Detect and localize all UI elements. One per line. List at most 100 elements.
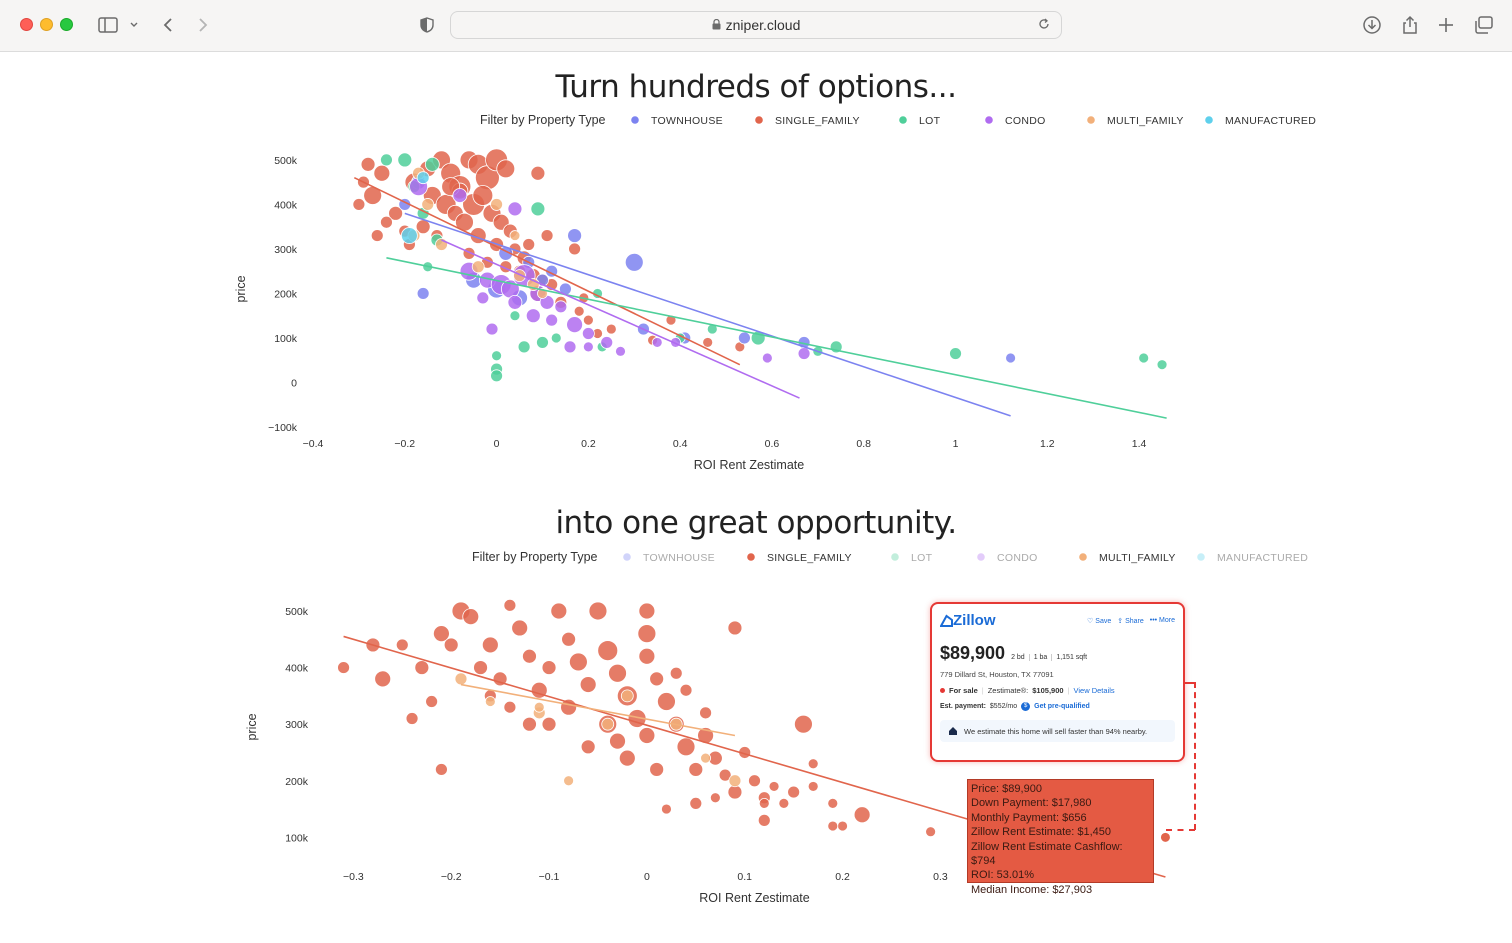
maximize-window-button[interactable] bbox=[60, 18, 73, 31]
more-button[interactable]: ••• More bbox=[1149, 616, 1175, 624]
url-text: zniper.cloud bbox=[725, 17, 801, 33]
data-point-single-family bbox=[605, 323, 617, 335]
legend-item-manufactured: MANUFACTURED bbox=[1217, 552, 1308, 564]
listing-status: For sale bbox=[949, 686, 978, 695]
data-point-condo bbox=[563, 340, 577, 354]
data-point-townhouse bbox=[738, 331, 751, 345]
minimize-window-button[interactable] bbox=[40, 18, 53, 31]
browser-toolbar: zniper.cloud bbox=[0, 0, 1512, 52]
data-point-condo bbox=[507, 294, 523, 310]
connector-line bbox=[1185, 682, 1195, 684]
share-icon[interactable] bbox=[1399, 13, 1421, 37]
close-window-button[interactable] bbox=[20, 18, 33, 31]
data-point-single-family bbox=[541, 716, 557, 732]
for-sale-dot-icon bbox=[940, 688, 945, 693]
legend-item-lot: LOT bbox=[911, 552, 933, 564]
tooltip-line: Price: $89,900 bbox=[971, 783, 1042, 795]
x-tick-label: −0.4 bbox=[303, 438, 324, 450]
data-point-condo bbox=[581, 327, 595, 340]
dollar-icon: $ bbox=[1021, 702, 1031, 711]
data-point-single-family bbox=[676, 737, 696, 757]
lock-icon bbox=[712, 17, 721, 33]
prequalified-link[interactable]: Get pre-qualified bbox=[1034, 703, 1090, 710]
data-point-single-family bbox=[579, 676, 597, 693]
data-point-single-family bbox=[807, 758, 819, 770]
data-point-single-family bbox=[370, 229, 384, 242]
payment-value: $552/mo bbox=[989, 703, 1018, 710]
sidebar-icon[interactable] bbox=[97, 13, 119, 37]
beds: 2 bd bbox=[1011, 654, 1030, 661]
back-icon[interactable] bbox=[160, 13, 176, 37]
data-point-multi-family bbox=[563, 775, 575, 787]
data-point-single-family bbox=[837, 820, 848, 832]
data-point-lot bbox=[397, 152, 413, 168]
x-tick-label: 0.6 bbox=[765, 438, 780, 450]
view-details-link[interactable]: View Details bbox=[1073, 686, 1115, 695]
data-point-single-family bbox=[496, 159, 516, 179]
data-point-multi-family bbox=[620, 689, 634, 703]
legend-marker bbox=[891, 553, 899, 561]
estimate-text: We estimate this home will sell faster t… bbox=[964, 726, 1148, 736]
highlight-point bbox=[1159, 831, 1171, 843]
home-icon bbox=[949, 727, 957, 735]
x-tick-label: −0.3 bbox=[343, 871, 364, 883]
chart-all-properties[interactable]: Filter by Property Type TOWNHOUSE SINGLE_F… bbox=[0, 105, 1512, 485]
data-point-single-family bbox=[568, 242, 581, 256]
y-tick-label: 300k bbox=[285, 719, 309, 731]
x-tick-label: 1.2 bbox=[1040, 438, 1055, 450]
zestimate-value: $105,900 bbox=[1032, 686, 1064, 695]
data-point-single-family bbox=[757, 813, 771, 827]
data-point-condo bbox=[797, 347, 811, 360]
legend-marker bbox=[747, 553, 755, 561]
data-point-single-family bbox=[727, 784, 743, 800]
reload-icon[interactable] bbox=[1037, 17, 1051, 34]
x-axis-label: ROI Rent Zestimate bbox=[694, 458, 804, 472]
address-bar[interactable]: zniper.cloud bbox=[450, 11, 1062, 39]
data-point-single-family bbox=[689, 797, 703, 810]
tooltip-line: Down Payment: $17,980 bbox=[971, 797, 1092, 810]
data-point-multi-family bbox=[490, 198, 503, 211]
y-tick-label: 400k bbox=[285, 663, 309, 675]
hover-tooltip: Price: $89,900 Down Payment: $17,980 Mon… bbox=[967, 779, 1154, 896]
data-point-single-family bbox=[608, 663, 627, 683]
legend-marker bbox=[631, 116, 639, 124]
tab-overview-icon[interactable] bbox=[1473, 13, 1495, 37]
data-point-manufactured bbox=[416, 171, 430, 185]
legend-item-multi-family: MULTI_FAMILY bbox=[1107, 115, 1184, 127]
data-point-single-family bbox=[503, 598, 517, 612]
data-point-multi-family bbox=[454, 672, 468, 686]
tooltip-line: ROI: 53.01% bbox=[971, 869, 1034, 882]
data-point-manufactured bbox=[400, 227, 418, 244]
chevron-down-icon[interactable] bbox=[127, 13, 141, 37]
new-tab-icon[interactable] bbox=[1435, 13, 1457, 37]
forward-icon[interactable] bbox=[195, 13, 211, 37]
data-point-single-family bbox=[649, 762, 665, 777]
data-point-single-family bbox=[568, 652, 588, 672]
data-point-lot bbox=[949, 347, 962, 360]
privacy-shield-icon[interactable] bbox=[418, 13, 436, 37]
data-point-single-family bbox=[492, 671, 508, 687]
legend-item-condo: CONDO bbox=[1005, 115, 1046, 127]
legend-marker bbox=[1205, 116, 1213, 124]
headline-bottom: into one great opportunity. bbox=[555, 505, 957, 541]
chart-filtered-properties[interactable]: Filter by Property Type TOWNHOUSE SINGLE_F… bbox=[0, 542, 1512, 922]
connector-line bbox=[1194, 682, 1196, 830]
data-point-single-family bbox=[727, 620, 743, 636]
legend-item-lot: LOT bbox=[919, 115, 941, 127]
data-point-single-family bbox=[807, 781, 819, 792]
download-icon[interactable] bbox=[1361, 13, 1383, 37]
save-button[interactable]: ♡ Save bbox=[1087, 617, 1112, 625]
data-point-single-family bbox=[522, 648, 537, 664]
y-tick-label: 300k bbox=[274, 244, 298, 256]
listing-address: 779 Dillard St, Houston, TX 77091 bbox=[940, 670, 1054, 679]
baths: 1 ba bbox=[1034, 654, 1053, 661]
legend-title: Filter by Property Type bbox=[480, 113, 606, 127]
trendline-condo bbox=[441, 239, 800, 399]
data-point-single-family bbox=[481, 636, 499, 654]
zillow-listing-card[interactable]: Zillow ♡ Save ⇪ Share ••• More $89,900 2… bbox=[930, 602, 1185, 762]
data-point-single-family bbox=[748, 774, 761, 788]
data-point-single-family bbox=[511, 619, 529, 637]
share-button[interactable]: ⇪ Share bbox=[1117, 617, 1144, 625]
data-point-condo bbox=[507, 201, 523, 217]
headline-top: Turn hundreds of options... bbox=[555, 69, 958, 105]
